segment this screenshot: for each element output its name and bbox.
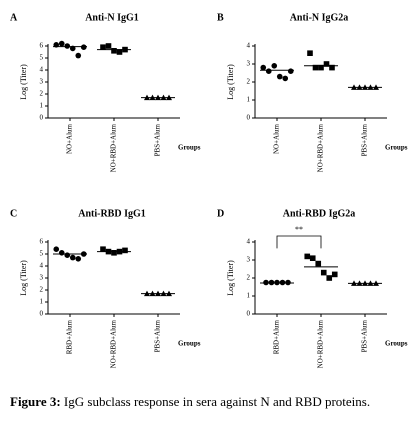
point	[100, 44, 106, 50]
x-axis-label: Groups	[385, 144, 408, 152]
chart-title: Anti-N IgG1	[85, 12, 139, 23]
point	[263, 279, 269, 286]
significance-label: **	[295, 225, 303, 234]
chart-title: Anti-RBD IgG2a	[283, 208, 356, 219]
x-tick-label: RBD+Alum	[273, 319, 281, 354]
point	[58, 40, 65, 47]
x-axis-label: Groups	[385, 340, 408, 348]
y-tick-label: 0	[40, 310, 44, 318]
x-axis-label: Groups	[178, 340, 201, 348]
y-tick-label: 0	[247, 310, 251, 318]
point	[58, 250, 65, 256]
x-tick-label: RBD+Alum	[66, 319, 74, 354]
point	[331, 271, 338, 278]
point	[116, 49, 123, 55]
point	[271, 63, 278, 69]
point	[287, 68, 294, 74]
point	[329, 64, 335, 71]
y-tick-label: 3	[40, 274, 44, 282]
y-tick-label: 1	[40, 102, 44, 110]
y-tick-label: 1	[247, 96, 251, 104]
x-tick-label: PBS+Alum	[361, 123, 369, 156]
point	[307, 50, 313, 56]
caption-label: Figure 3:	[10, 394, 61, 409]
y-tick-label: 5	[40, 250, 44, 258]
point	[122, 247, 128, 254]
chart-title: Anti-N IgG2a	[290, 12, 349, 23]
y-tick-label: 1	[40, 298, 44, 306]
y-tick-label: 4	[247, 42, 251, 50]
x-tick-label: NO+RBD+Alum	[317, 123, 325, 172]
point	[309, 255, 316, 261]
point	[312, 64, 319, 71]
figure: A Anti-N IgG1 Log (Titer) Groups 0 1 2 3 4 5 6 NO+A…	[10, 12, 408, 368]
point	[282, 75, 289, 82]
y-tick-label: 4	[247, 238, 251, 246]
x-tick-label: NO+Alum	[273, 123, 281, 154]
point	[279, 279, 286, 286]
point	[315, 260, 322, 267]
point	[326, 275, 333, 281]
y-tick-label: 4	[40, 66, 44, 74]
point	[304, 253, 311, 260]
x-tick-label: PBS+Alum	[361, 319, 369, 352]
point	[64, 43, 71, 49]
point	[80, 44, 87, 50]
y-tick-label: 0	[247, 114, 251, 122]
y-axis-label: Log (Titer)	[19, 260, 28, 296]
point	[260, 64, 267, 71]
x-tick-label: NO+RBD+Alum	[110, 123, 118, 172]
point	[268, 279, 275, 286]
panel-label: C	[10, 208, 17, 219]
point	[320, 269, 327, 276]
x-tick-label: NO+RBD+Alum	[317, 319, 325, 368]
y-axis-label: Log (Titer)	[19, 64, 28, 100]
y-tick-label: 2	[40, 90, 44, 98]
point	[100, 246, 106, 252]
point	[105, 43, 112, 49]
y-tick-label: 4	[40, 262, 44, 270]
point	[111, 48, 117, 54]
point	[111, 250, 117, 256]
y-tick-label: 6	[40, 238, 44, 246]
x-axis-label: Groups	[178, 144, 201, 152]
y-tick-label: 1	[247, 292, 251, 300]
panel-label: A	[10, 12, 18, 23]
x-tick-label: PBS+Alum	[154, 319, 162, 352]
x-tick-label: PBS+Alum	[154, 123, 162, 156]
panel-label: D	[217, 208, 224, 219]
point	[75, 255, 82, 262]
point	[64, 252, 71, 258]
y-tick-label: 2	[40, 286, 44, 294]
point	[323, 61, 330, 67]
point	[75, 52, 82, 59]
y-tick-label: 6	[40, 42, 44, 50]
panel-label: B	[217, 12, 224, 23]
x-tick-label: NO+RBD+Alum	[110, 319, 118, 368]
point	[53, 246, 60, 252]
point	[318, 64, 324, 71]
y-tick-label: 3	[247, 256, 251, 264]
y-tick-label: 0	[40, 114, 44, 122]
chart-title: Anti-RBD IgG1	[78, 208, 146, 219]
point	[285, 279, 291, 286]
caption-text: IgG subclass response in sera against N …	[63, 394, 371, 409]
point	[274, 279, 280, 286]
x-tick-label: NO+Alum	[66, 123, 74, 154]
y-tick-label: 2	[247, 78, 251, 86]
y-tick-label: 5	[40, 54, 44, 62]
caption: Figure 3: IgG subclass response in sera …	[10, 393, 398, 411]
significance-bracket	[276, 235, 322, 249]
point	[276, 73, 283, 80]
y-tick-label: 3	[40, 78, 44, 86]
point	[69, 254, 76, 261]
y-tick-label: 2	[247, 274, 251, 282]
y-axis-label: Log (Titer)	[226, 260, 235, 296]
y-tick-label: 3	[247, 60, 251, 68]
y-axis-label: Log (Titer)	[226, 64, 235, 100]
point	[265, 68, 272, 74]
